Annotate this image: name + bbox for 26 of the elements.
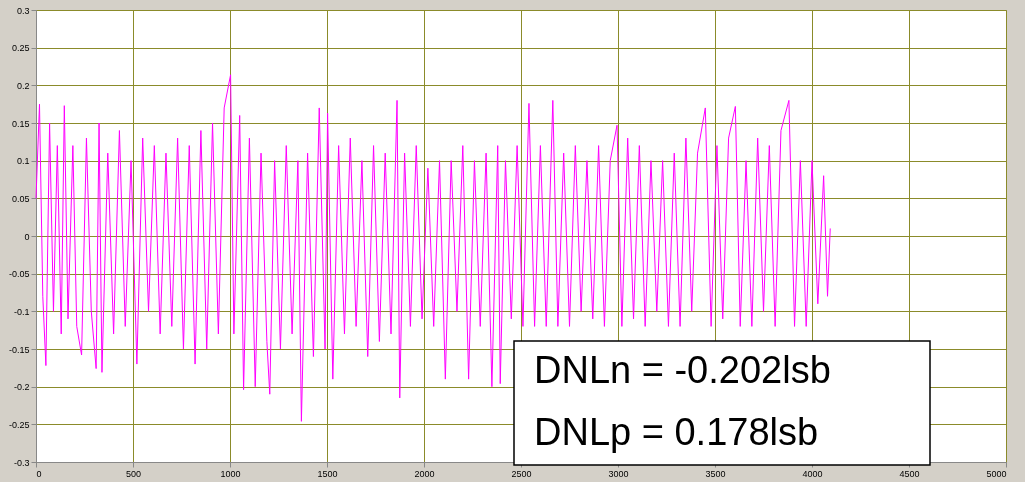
x-tick-label: 0	[36, 468, 42, 479]
y-tick-label: 0.2	[16, 80, 30, 91]
y-tick-label: 0.05	[11, 193, 30, 204]
x-tick-label: 4500	[899, 468, 920, 479]
y-tick-label: -0.25	[8, 419, 30, 430]
y-tick-label: 0	[24, 231, 30, 242]
x-tick-label: 3500	[705, 468, 726, 479]
y-tick-label: 0.1	[16, 156, 30, 167]
x-tick-label: 1000	[220, 468, 241, 479]
y-tick-label: -0.3	[13, 457, 30, 468]
y-tick-label: -0.1	[13, 306, 30, 317]
x-tick-label: 1500	[317, 468, 338, 479]
y-tick-label: -0.15	[8, 344, 30, 355]
annotation: DNLn = -0.202lsb	[534, 349, 831, 391]
x-tick-label: 2500	[511, 468, 532, 479]
x-tick-label: 4000	[802, 468, 823, 479]
y-tick-label: 0.3	[16, 5, 30, 16]
x-tick-label: 500	[125, 468, 142, 479]
y-tick-label: 0.15	[11, 118, 30, 129]
y-tick-label: -0.05	[8, 269, 30, 280]
x-tick-label: 3000	[608, 468, 629, 479]
x-tick-label: 2000	[414, 468, 435, 479]
x-tick-label: 5000	[986, 468, 1007, 479]
annotation: DNLp = 0.178lsb	[534, 411, 819, 453]
y-tick-label: 0.25	[11, 43, 30, 54]
y-tick-label: -0.2	[13, 382, 30, 393]
